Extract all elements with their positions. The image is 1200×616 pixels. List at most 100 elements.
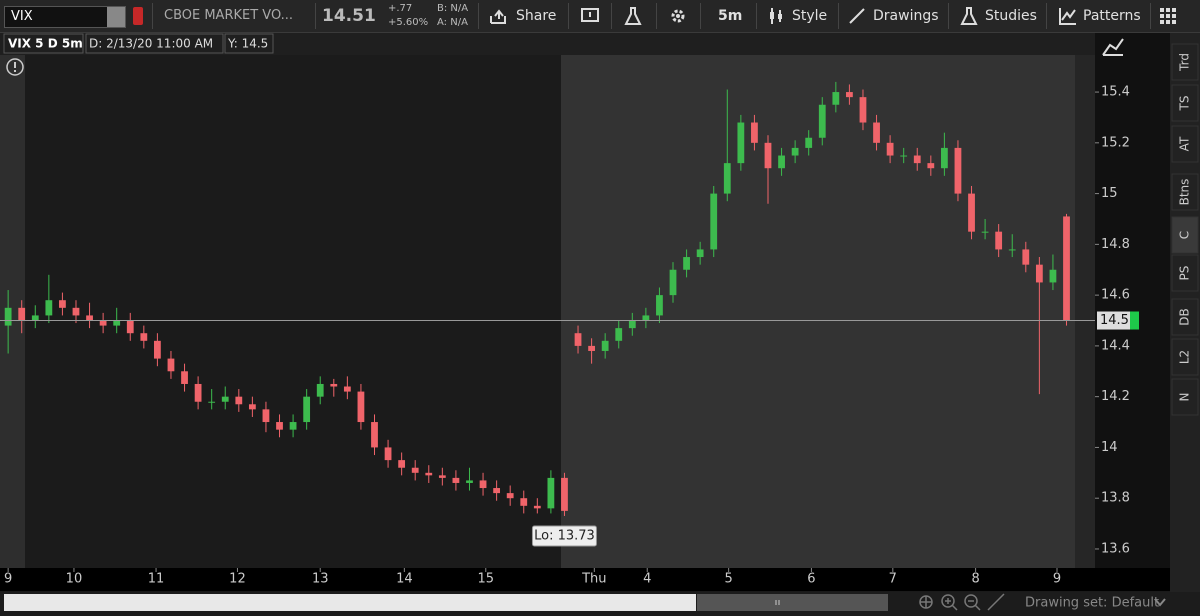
alert-icon[interactable]: [133, 7, 143, 25]
chart: VIX 5 D 5m D: 2/13/20 11:00 AM Y: 14.5 D…: [0, 33, 1200, 616]
sidebar-tab: [1171, 378, 1199, 416]
settings-icon[interactable]: [669, 7, 687, 25]
candle-body: [791, 147, 799, 156]
sidebar-tab-label[interactable]: AT: [1178, 136, 1192, 151]
candle-body: [723, 163, 731, 194]
sidebar-tab: [1171, 254, 1199, 292]
scroll-track[interactable]: [4, 594, 696, 611]
sidebar-tab-label[interactable]: TS: [1178, 96, 1192, 112]
sidebar-tab-label[interactable]: C: [1178, 231, 1192, 239]
change-pct: +5.60%: [388, 17, 429, 28]
candle-body: [710, 193, 718, 250]
last-price: 14.51: [322, 6, 376, 26]
session-shade: [1075, 55, 1095, 568]
x-tick-label: 14: [396, 572, 413, 587]
x-tick-label: 8: [971, 572, 979, 587]
candle-body: [221, 396, 229, 402]
candle-body: [126, 320, 134, 334]
info-icon[interactable]: [6, 58, 24, 76]
candle-body: [1035, 264, 1043, 283]
patterns-button[interactable]: Patterns: [1083, 8, 1141, 24]
candle-body: [208, 401, 216, 403]
candle-body: [181, 371, 188, 384]
candle-body: [316, 383, 324, 397]
x-tick-label: 12: [229, 572, 246, 587]
candle-body: [588, 345, 595, 351]
ask: A: N/A: [437, 17, 468, 28]
x-tick-label: Thu: [581, 572, 606, 587]
y-tick-label: 14.4: [1101, 338, 1130, 353]
style-button[interactable]: Style: [792, 8, 828, 24]
toolbar: VIX CBOE MARKET VO... 14.51 +.77 +5.60% …: [0, 0, 1200, 33]
sidebar-tab: [1171, 338, 1199, 376]
x-tick-label: 11: [148, 572, 165, 587]
candle-body: [669, 269, 677, 296]
candle-body: [1022, 249, 1030, 265]
symbol: VIX: [11, 9, 33, 24]
expand-icon[interactable]: [1102, 38, 1124, 56]
x-tick-label: 15: [477, 572, 494, 587]
candle-body: [506, 493, 514, 499]
scroll-thumb[interactable]: [697, 594, 888, 611]
candle-body: [696, 249, 704, 258]
candle-body: [832, 92, 840, 105]
candle-body: [86, 315, 93, 321]
candle-body: [330, 383, 338, 387]
x-tick-label: 6: [807, 572, 815, 587]
candle-body: [72, 307, 80, 316]
candle-body: [818, 104, 826, 138]
flask-icon[interactable]: [624, 6, 642, 26]
candle-body: [262, 409, 270, 423]
x-tick-label: 9: [4, 572, 12, 587]
header-box: [224, 33, 274, 54]
sidebar-tab-label[interactable]: N: [1178, 393, 1192, 402]
y-tick-label: 13.8: [1101, 491, 1130, 506]
candle-body: [425, 472, 433, 476]
symbol-box[interactable]: VIX: [4, 6, 126, 28]
sidebar-tab-label[interactable]: PS: [1178, 266, 1192, 281]
sidebar-tab: [1171, 84, 1199, 122]
candle-body: [561, 477, 568, 511]
sidebar-tab-label[interactable]: Trd: [1178, 53, 1192, 72]
time-axis: [0, 568, 1170, 591]
y-tick-label: 14.6: [1101, 288, 1130, 303]
candle-body: [343, 386, 351, 392]
drawings-icon: [849, 8, 865, 24]
share-button[interactable]: Share: [516, 8, 557, 24]
candle-body: [466, 480, 473, 483]
candle-body: [411, 467, 419, 473]
interval-button[interactable]: 5m: [718, 8, 743, 24]
candle-body: [900, 155, 908, 157]
zoom-icons[interactable]: [919, 593, 1005, 611]
flag-icon[interactable]: [580, 7, 600, 25]
candle-body: [520, 498, 528, 506]
candle-body: [533, 505, 541, 509]
studies-button[interactable]: Studies: [985, 8, 1037, 24]
drawings-button[interactable]: Drawings: [873, 8, 939, 24]
candle-body: [4, 307, 12, 326]
y-tick-label: 15: [1101, 186, 1118, 201]
candle-body: [1049, 269, 1057, 283]
change: +.77: [388, 3, 413, 14]
bid: B: N/A: [437, 3, 469, 14]
sidebar-tab-label[interactable]: DB: [1178, 308, 1192, 325]
candle-body: [59, 300, 66, 308]
candle-body: [154, 340, 161, 359]
candle-body: [357, 391, 365, 423]
grid-icon[interactable]: [1160, 8, 1176, 24]
sidebar-tab-label[interactable]: Btns: [1178, 179, 1192, 206]
x-tick-label: 10: [66, 572, 83, 587]
studies-icon: [960, 7, 978, 25]
sidebar-tab-label[interactable]: L2: [1178, 350, 1192, 364]
drawing-set[interactable]: Drawing set: Default: [1025, 596, 1159, 611]
dropdown[interactable]: [107, 7, 125, 27]
x-tick-label: 13: [312, 572, 329, 587]
candle-body: [886, 142, 894, 156]
candle-body: [235, 396, 243, 405]
candle-body: [995, 231, 1003, 250]
candle-body: [384, 447, 392, 461]
drawing-set-dropdown[interactable]: [1154, 598, 1166, 607]
low-label: Lo: 13.73: [534, 528, 595, 543]
candle-body: [751, 122, 758, 143]
candle-body: [642, 315, 650, 321]
